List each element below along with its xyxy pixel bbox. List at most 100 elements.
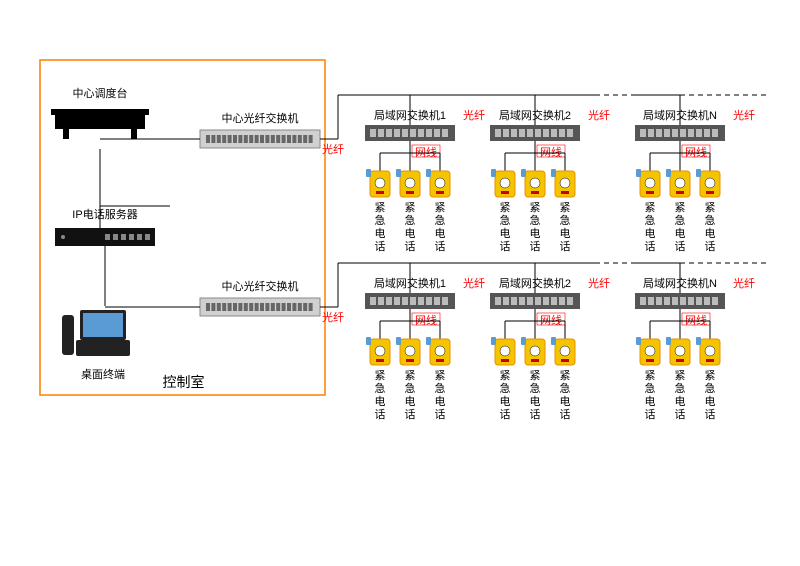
emergency-phone-icon <box>491 169 515 197</box>
svg-text:话: 话 <box>530 240 541 253</box>
svg-text:急: 急 <box>530 213 541 227</box>
svg-text:紧: 紧 <box>530 201 541 214</box>
svg-text:急: 急 <box>560 213 571 227</box>
emergency-phone-icon <box>696 169 720 197</box>
svg-text:电: 电 <box>500 227 511 240</box>
svg-text:IP电话服务器: IP电话服务器 <box>72 208 137 221</box>
svg-text:紧: 紧 <box>645 369 656 382</box>
svg-text:紧: 紧 <box>405 201 416 214</box>
svg-text:电: 电 <box>530 395 541 408</box>
svg-text:光纤: 光纤 <box>322 142 344 156</box>
svg-text:紧: 紧 <box>375 369 386 382</box>
emergency-phone-icon <box>666 169 690 197</box>
emergency-phone-icon <box>491 337 515 365</box>
emergency-phone-icon <box>666 337 690 365</box>
svg-text:话: 话 <box>500 408 511 421</box>
lan-switch-icon <box>490 293 580 309</box>
center-fiber-switch-bottom <box>200 298 320 316</box>
svg-text:话: 话 <box>705 240 716 253</box>
svg-text:紧: 紧 <box>530 369 541 382</box>
svg-text:话: 话 <box>435 240 446 253</box>
svg-text:急: 急 <box>500 381 511 395</box>
svg-text:话: 话 <box>375 240 386 253</box>
desk-terminal-icon <box>62 310 130 356</box>
svg-text:急: 急 <box>560 381 571 395</box>
svg-text:电: 电 <box>675 227 686 240</box>
svg-text:电: 电 <box>405 395 416 408</box>
svg-text:话: 话 <box>500 240 511 253</box>
svg-text:电: 电 <box>375 395 386 408</box>
svg-text:紧: 紧 <box>675 201 686 214</box>
svg-text:话: 话 <box>675 408 686 421</box>
svg-text:紧: 紧 <box>675 369 686 382</box>
svg-text:光纤: 光纤 <box>463 108 485 122</box>
svg-text:电: 电 <box>560 227 571 240</box>
svg-text:电: 电 <box>530 227 541 240</box>
emergency-phone-icon <box>366 169 390 197</box>
svg-text:中心调度台: 中心调度台 <box>73 86 128 100</box>
svg-text:急: 急 <box>375 381 386 395</box>
svg-text:电: 电 <box>675 395 686 408</box>
svg-text:光纤: 光纤 <box>733 108 755 122</box>
dispatch-console-icon <box>51 109 149 139</box>
svg-text:紧: 紧 <box>500 369 511 382</box>
emergency-phone-icon <box>696 337 720 365</box>
svg-text:电: 电 <box>500 395 511 408</box>
svg-text:控制室: 控制室 <box>163 374 205 390</box>
svg-text:急: 急 <box>500 213 511 227</box>
svg-text:电: 电 <box>705 227 716 240</box>
lan-switch-icon <box>365 293 455 309</box>
svg-text:话: 话 <box>375 408 386 421</box>
svg-text:话: 话 <box>405 408 416 421</box>
svg-text:话: 话 <box>560 240 571 253</box>
emergency-phone-icon <box>521 169 545 197</box>
svg-text:紧: 紧 <box>705 201 716 214</box>
svg-text:急: 急 <box>530 381 541 395</box>
svg-text:急: 急 <box>645 381 656 395</box>
svg-text:急: 急 <box>405 381 416 395</box>
svg-text:中心光纤交换机: 中心光纤交换机 <box>222 111 299 125</box>
svg-text:紧: 紧 <box>435 369 446 382</box>
svg-text:急: 急 <box>675 213 686 227</box>
svg-text:电: 电 <box>560 395 571 408</box>
center-fiber-switch-top <box>200 130 320 148</box>
svg-text:电: 电 <box>405 227 416 240</box>
lan-switch-icon <box>365 125 455 141</box>
lan-switch-icon <box>635 125 725 141</box>
svg-text:急: 急 <box>435 213 446 227</box>
svg-text:光纤: 光纤 <box>733 276 755 290</box>
svg-text:急: 急 <box>705 381 716 395</box>
emergency-phone-icon <box>551 169 575 197</box>
svg-text:话: 话 <box>435 408 446 421</box>
svg-text:紧: 紧 <box>405 369 416 382</box>
emergency-phone-icon <box>426 337 450 365</box>
svg-text:中心光纤交换机: 中心光纤交换机 <box>222 279 299 293</box>
svg-text:紧: 紧 <box>560 369 571 382</box>
svg-text:光纤: 光纤 <box>322 310 344 324</box>
svg-text:急: 急 <box>705 213 716 227</box>
svg-text:急: 急 <box>405 213 416 227</box>
svg-text:急: 急 <box>645 213 656 227</box>
svg-text:电: 电 <box>705 395 716 408</box>
svg-text:话: 话 <box>405 240 416 253</box>
emergency-phone-icon <box>636 169 660 197</box>
ip-server-icon <box>55 228 155 246</box>
svg-text:电: 电 <box>645 227 656 240</box>
svg-text:话: 话 <box>645 240 656 253</box>
svg-text:急: 急 <box>375 213 386 227</box>
svg-text:话: 话 <box>560 408 571 421</box>
svg-text:话: 话 <box>675 240 686 253</box>
svg-text:电: 电 <box>435 227 446 240</box>
svg-text:紧: 紧 <box>435 201 446 214</box>
svg-text:急: 急 <box>675 381 686 395</box>
emergency-phone-icon <box>396 337 420 365</box>
svg-text:电: 电 <box>435 395 446 408</box>
svg-text:光纤: 光纤 <box>588 108 610 122</box>
lan-switch-icon <box>490 125 580 141</box>
emergency-phone-icon <box>636 337 660 365</box>
svg-text:紧: 紧 <box>705 369 716 382</box>
svg-text:话: 话 <box>645 408 656 421</box>
svg-text:桌面终端: 桌面终端 <box>81 367 125 381</box>
emergency-phone-icon <box>551 337 575 365</box>
emergency-phone-icon <box>426 169 450 197</box>
